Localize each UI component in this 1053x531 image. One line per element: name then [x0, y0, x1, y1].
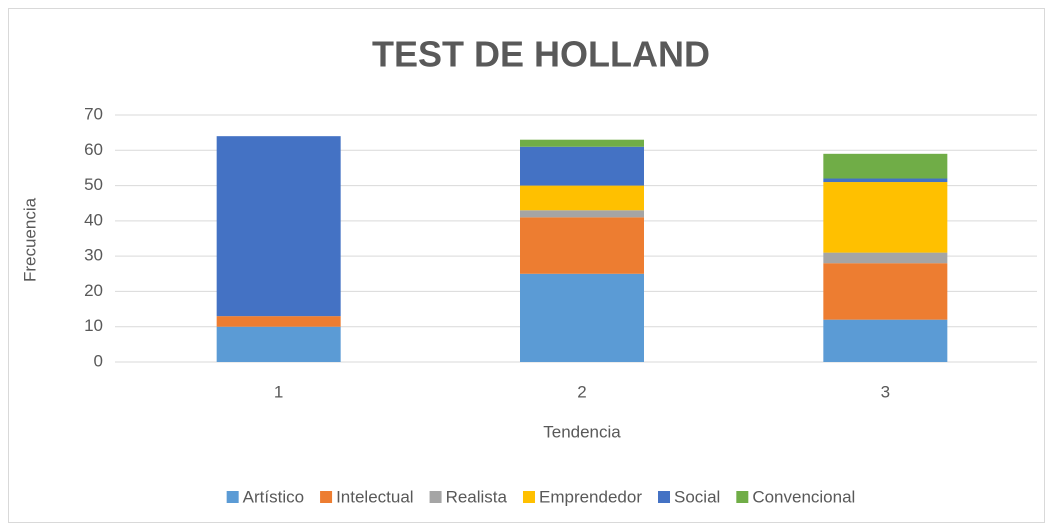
bar-segment	[216, 136, 341, 317]
y-tick-label: 70	[84, 104, 103, 123]
y-tick-label: 20	[84, 281, 103, 300]
x-tick-label: 3	[881, 382, 890, 401]
bar-segment	[823, 153, 948, 179]
legend-label: Realista	[446, 487, 508, 506]
y-axis-label: Frecuencia	[20, 197, 39, 282]
legend-label: Emprendedor	[539, 487, 642, 506]
x-tick-label: 2	[577, 382, 586, 401]
legend-label: Artístico	[243, 487, 304, 506]
bar-segment	[520, 146, 644, 186]
y-tick-label: 60	[84, 140, 103, 159]
bar-segment	[520, 273, 644, 362]
legend-label: Intelectual	[336, 487, 414, 506]
bar-segment	[216, 326, 341, 362]
legend-swatch	[736, 491, 749, 503]
chart-title: TEST DE HOLLAND	[372, 34, 710, 75]
bar-segment	[520, 217, 644, 274]
y-tick-label: 30	[84, 246, 103, 265]
bar-segment	[520, 210, 644, 218]
y-tick-label: 50	[84, 175, 103, 194]
legend-swatch	[658, 491, 671, 503]
x-axis-label: Tendencia	[543, 422, 621, 441]
bar-segment	[823, 319, 948, 362]
bar-segment	[823, 252, 948, 264]
legend-label: Social	[674, 487, 720, 506]
bar-segment	[520, 139, 644, 147]
x-tick-label: 1	[274, 382, 283, 401]
bar-segment	[216, 316, 341, 327]
legend-swatch	[226, 491, 239, 503]
y-tick-label: 10	[84, 316, 103, 335]
legend-label: Convencional	[752, 487, 855, 506]
y-tick-label: 0	[94, 351, 103, 370]
y-tick-label: 40	[84, 210, 103, 229]
legend-swatch	[320, 491, 333, 503]
bar-segment	[823, 178, 948, 183]
legend-swatch	[522, 491, 535, 503]
bar-segment	[823, 263, 948, 320]
legend-swatch	[429, 491, 442, 503]
bar-segment	[823, 182, 948, 253]
bar-segment	[520, 185, 644, 211]
